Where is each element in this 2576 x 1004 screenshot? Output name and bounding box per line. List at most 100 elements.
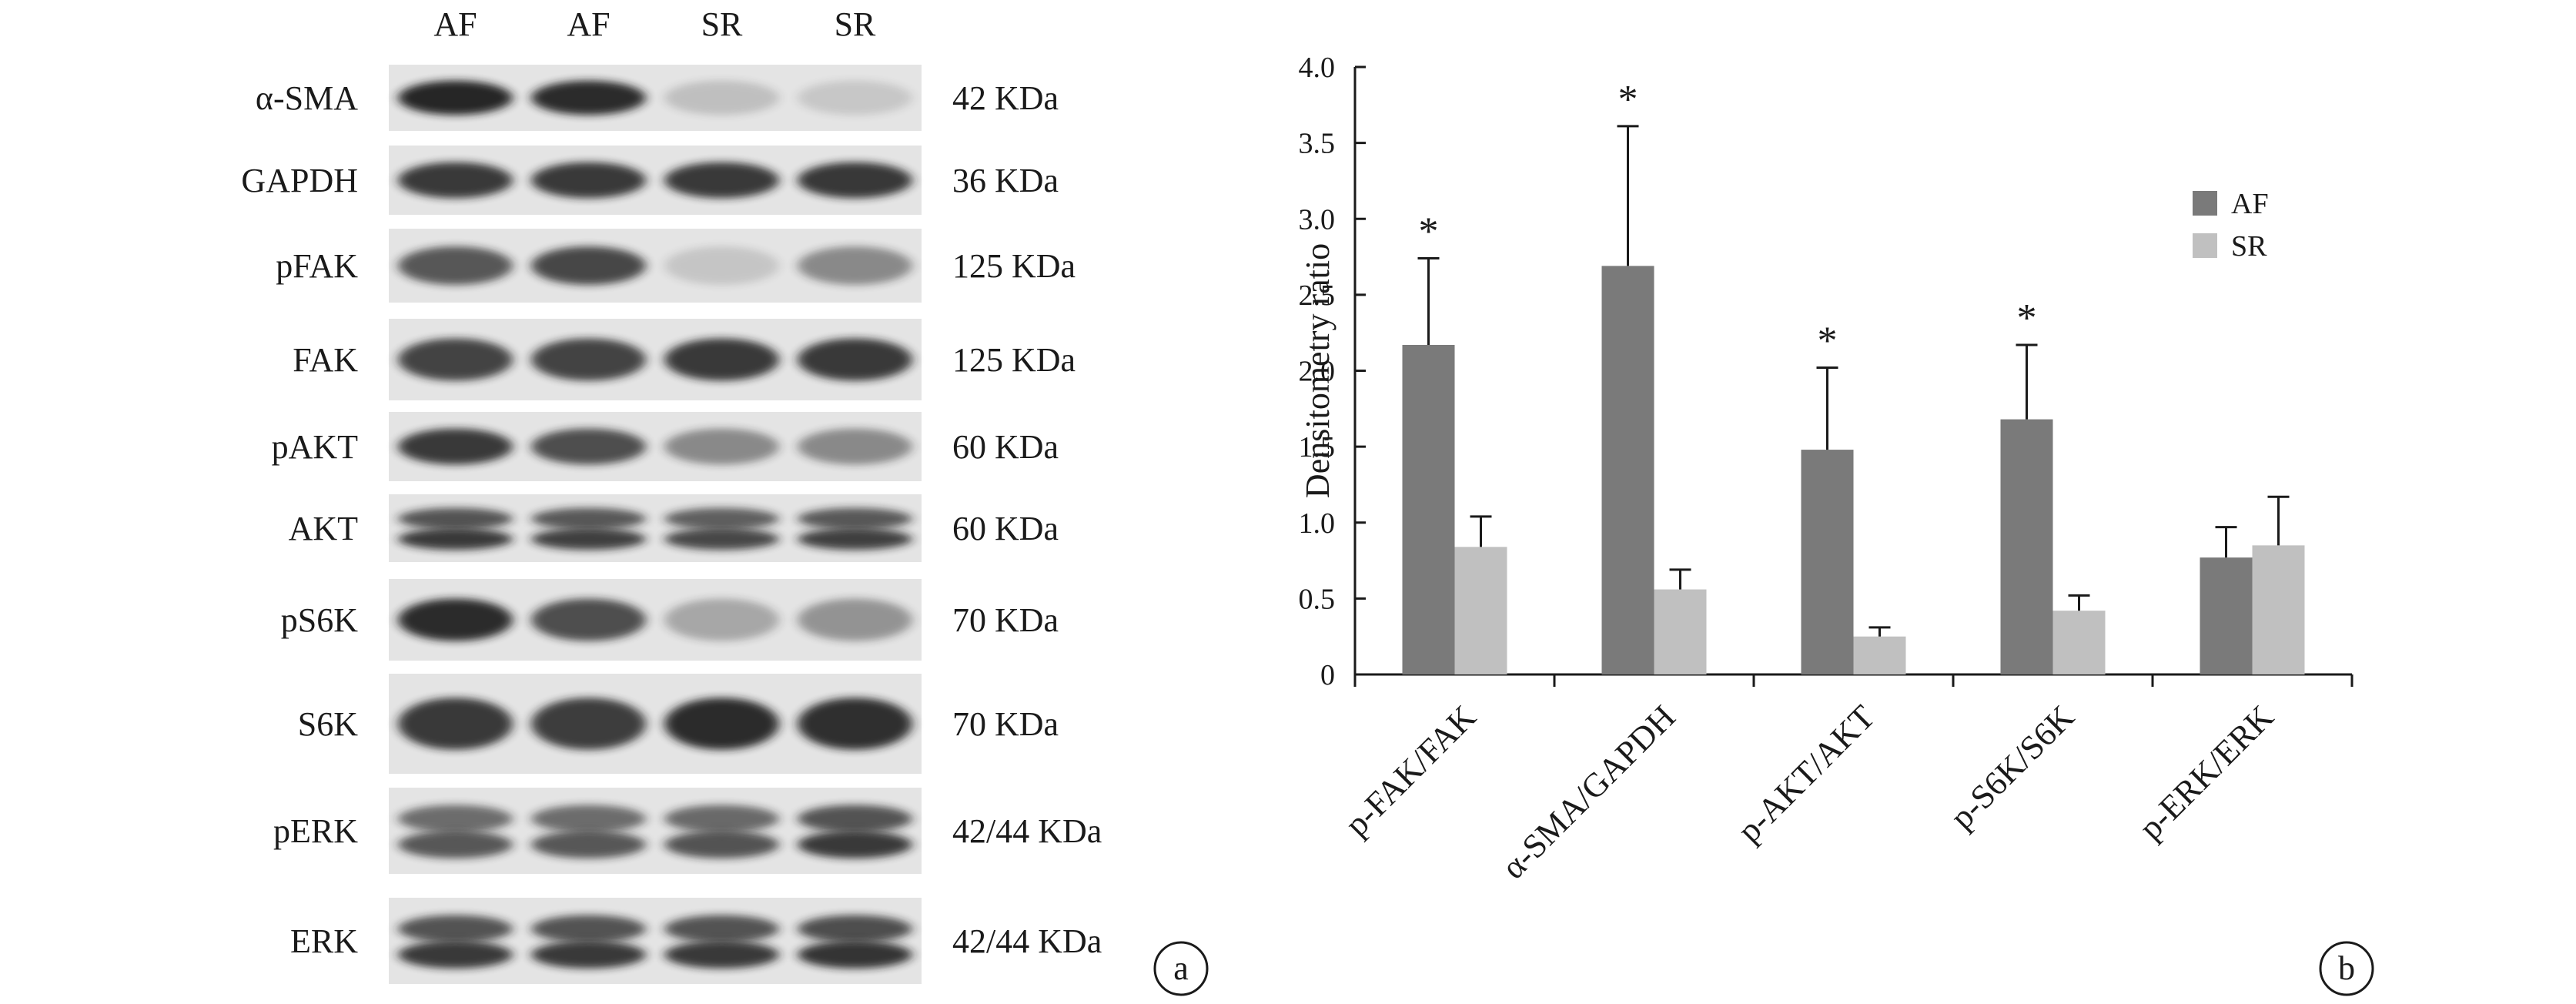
lane-label-sr: SR [701,5,743,43]
y-tick-label: 3.5 [1299,128,1336,160]
western-blot-panel: AF AF SR SR α-SMA 42 KDa GAPDH 36 KDa pFAK 125 KD… [0,0,1232,1000]
category-label: p-S6K/S6K [1943,698,2082,836]
protein-band [398,528,513,551]
protein-band [798,507,912,530]
y-tick-label: 2.0 [1299,356,1336,388]
protein-band [664,246,779,285]
protein-label: pS6K [281,601,358,639]
blot-row: AKT 60 KDa [289,494,1059,562]
legend-label-sr: SR [2231,230,2267,263]
bar-af [1402,344,1455,674]
protein-band [531,162,646,199]
molecular-weight-label: 125 KDa [952,341,1076,379]
protein-band [798,831,912,858]
protein-band [664,428,779,465]
bar-sr [1853,636,1906,674]
y-tick-label: 4.0 [1299,52,1336,84]
bar-af [1801,450,1854,674]
panel-label-circle [1153,941,1209,996]
legend-swatch-sr [2193,233,2217,258]
protein-band [664,162,779,199]
protein-band [531,338,646,381]
protein-band [398,338,513,381]
protein-band [798,941,912,969]
protein-label: AKT [289,510,359,547]
category-label: p-ERK/ERK [2132,698,2281,847]
protein-band [531,507,646,530]
molecular-weight-label: 42 KDa [952,79,1059,117]
protein-label: α-SMA [256,79,358,117]
bar-af [1601,266,1654,675]
protein-band [664,528,779,551]
category-label: p-AKT/AKT [1730,698,1882,849]
blot-row: pS6K 70 KDa [281,579,1059,661]
protein-band [798,162,912,199]
significance-star: * [1818,320,1838,363]
protein-band [531,698,646,750]
lane-label-af: AF [567,5,610,43]
protein-band [398,831,513,858]
protein-band [398,915,513,943]
bar-sr [1654,589,1707,674]
bar-chart-panel: 0 0.5 1.0 1.5 2.0 2.5 3.0 3.5 4.0 Densitometry ra… [1232,0,2576,1000]
protein-band [398,162,513,199]
protein-label: pERK [273,812,358,850]
panel-label-a: a [1173,949,1189,987]
protein-band [398,428,513,465]
protein-band [798,598,912,641]
y-tick-label: 2.5 [1299,279,1336,312]
molecular-weight-label: 36 KDa [952,162,1059,199]
protein-band [531,598,646,641]
y-tick-label: 1.5 [1299,431,1336,464]
protein-band [664,941,779,969]
protein-band [798,338,912,381]
molecular-weight-label: 42/44 KDa [952,922,1102,960]
protein-band [798,428,912,465]
protein-band [664,598,779,641]
significance-star: * [1419,210,1439,254]
y-tick-label: 3.0 [1299,203,1336,236]
category-label: α-SMA/GAPDH [1494,698,1683,886]
blot-row: pAKT 60 KDa [272,412,1059,481]
blot-row: S6K 70 KDa [298,674,1059,774]
protein-band [398,246,513,285]
blot-row: GAPDH 36 KDa [241,146,1059,215]
protein-band [664,698,779,750]
protein-label: FAK [293,341,358,379]
significance-star: * [2017,296,2037,340]
panel-label-b: b [2338,949,2355,987]
category-label: p-FAK/FAK [1337,698,1483,843]
protein-band [531,941,646,969]
protein-band [531,246,646,285]
blot-row: α-SMA 42 KDa [256,65,1059,131]
molecular-weight-label: 60 KDa [952,428,1059,466]
protein-label: ERK [290,922,358,960]
y-tick-label: 0.5 [1299,583,1336,615]
protein-band [531,915,646,943]
protein-band [664,805,779,833]
densitometry-bar-chart: 0 0.5 1.0 1.5 2.0 2.5 3.0 3.5 4.0 Densitometry ra… [1299,52,2374,996]
protein-band [531,528,646,551]
protein-label: GAPDH [241,162,358,199]
protein-band [798,246,912,285]
protein-band [798,528,912,551]
protein-band [664,338,779,381]
protein-band [664,831,779,858]
bar-sr [1454,547,1507,674]
blot-row: FAK 125 KDa [293,319,1076,400]
bar-af [2200,557,2253,674]
bar-af [2000,419,2053,674]
y-tick-label: 1.0 [1299,507,1336,540]
y-axis-title: Densitometry ratio [1299,243,1337,498]
protein-band [798,80,912,115]
protein-band [798,805,912,833]
y-tick-label: 0 [1320,659,1335,691]
molecular-weight-label: 125 KDa [952,247,1076,285]
blot-row: pERK 42/44 KDa [273,788,1102,874]
lane-label-af: AF [433,5,477,43]
significance-star: * [1618,78,1638,122]
molecular-weight-label: 42/44 KDa [952,812,1102,850]
protein-band [531,831,646,858]
protein-band [531,428,646,465]
protein-band [531,805,646,833]
